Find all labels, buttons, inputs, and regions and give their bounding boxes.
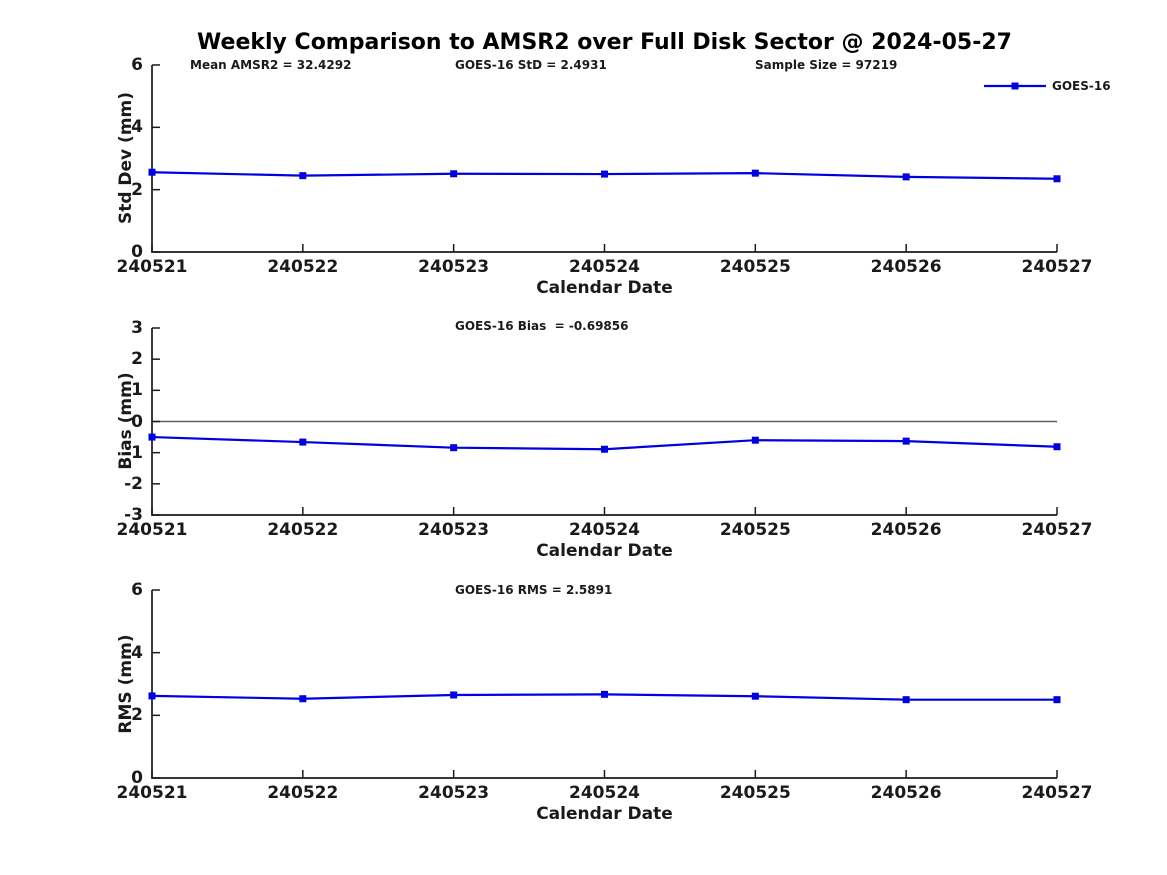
- data-point-marker: [601, 445, 608, 453]
- x-tick-label: 240522: [267, 783, 339, 803]
- x-tick-label: 240524: [569, 257, 640, 277]
- x-tick-label: 240523: [418, 783, 490, 803]
- y-tick-label: 2: [131, 705, 143, 726]
- data-point-marker: [450, 170, 458, 178]
- data-point-marker: [299, 695, 307, 703]
- annotation-goes16-rms: GOES-16 RMS = 2.5891: [455, 583, 613, 597]
- annotation-sample-size: Sample Size = 97219: [755, 58, 898, 72]
- x-tick-label: 240527: [1021, 520, 1093, 540]
- data-point-marker: [601, 170, 608, 178]
- data-point-marker: [148, 692, 156, 700]
- x-tick-label: 240523: [418, 257, 490, 277]
- x-tick-label: 240527: [1021, 257, 1093, 277]
- data-point-marker: [1053, 175, 1061, 183]
- x-tick-label: 240526: [870, 520, 942, 540]
- x-tick-label: 240521: [116, 520, 188, 540]
- annotation-goes16-std: GOES-16 StD = 2.4931: [455, 58, 607, 72]
- data-point-marker: [450, 444, 458, 452]
- data-point-marker: [751, 436, 759, 444]
- x-tick-label: 240524: [569, 520, 640, 540]
- legend-line-sample: [984, 82, 1046, 90]
- x-axis-label-stddev: Calendar Date: [536, 278, 673, 298]
- y-tick-label: 2: [131, 349, 143, 370]
- x-axis-label-bias: Calendar Date: [536, 541, 673, 561]
- y-axis-label-stddev: Std Dev (mm): [116, 91, 136, 225]
- data-point-marker: [902, 437, 910, 445]
- data-point-marker: [902, 696, 910, 704]
- data-point-marker: [148, 168, 156, 176]
- y-axis-label-rms: RMS (mm): [116, 634, 136, 734]
- x-tick-label: 240525: [719, 520, 791, 540]
- x-tick-label: 240524: [569, 783, 640, 803]
- x-axis-label-rms: Calendar Date: [536, 804, 673, 824]
- y-tick-label: 6: [131, 55, 143, 75]
- x-tick-label: 240522: [267, 520, 339, 540]
- y-tick-label: 4: [131, 642, 143, 663]
- data-point-marker: [299, 438, 307, 446]
- x-tick-label: 240523: [418, 520, 490, 540]
- x-tick-label: 240525: [719, 783, 791, 803]
- x-tick-label: 240521: [116, 783, 188, 803]
- y-tick-label: 4: [131, 117, 143, 138]
- data-point-marker: [1053, 443, 1061, 451]
- figure-title: Weekly Comparison to AMSR2 over Full Dis…: [197, 30, 1012, 55]
- y-tick-label: 1: [131, 380, 143, 401]
- data-point-marker: [751, 169, 759, 177]
- data-point-marker: [148, 433, 156, 441]
- y-tick-label: -1: [124, 442, 143, 463]
- y-tick-label: -3: [124, 505, 143, 525]
- data-point-marker: [902, 173, 910, 181]
- data-point-marker: [1053, 696, 1061, 704]
- x-tick-label: 240522: [267, 257, 339, 277]
- legend-label-goes16: GOES-16: [1052, 79, 1111, 93]
- x-tick-label: 240526: [870, 783, 942, 803]
- x-tick-label: 240521: [116, 257, 188, 277]
- y-tick-label: 6: [131, 580, 143, 600]
- data-point-marker: [450, 691, 458, 699]
- data-point-marker: [299, 172, 307, 180]
- y-tick-label: 3: [131, 318, 143, 338]
- x-tick-label: 240526: [870, 257, 942, 277]
- y-tick-label: -2: [124, 473, 143, 494]
- annotation-goes16-bias: GOES-16 Bias = -0.69856: [455, 319, 629, 333]
- y-tick-label: 0: [131, 411, 143, 432]
- y-tick-label: 0: [131, 768, 143, 788]
- y-tick-label: 2: [131, 179, 143, 200]
- annotation-mean-amsr2: Mean AMSR2 = 32.4292: [190, 58, 352, 72]
- data-point-marker: [601, 690, 608, 698]
- y-tick-label: 0: [131, 242, 143, 262]
- x-tick-label: 240527: [1021, 783, 1093, 803]
- x-tick-label: 240525: [719, 257, 791, 277]
- data-point-marker: [751, 692, 759, 700]
